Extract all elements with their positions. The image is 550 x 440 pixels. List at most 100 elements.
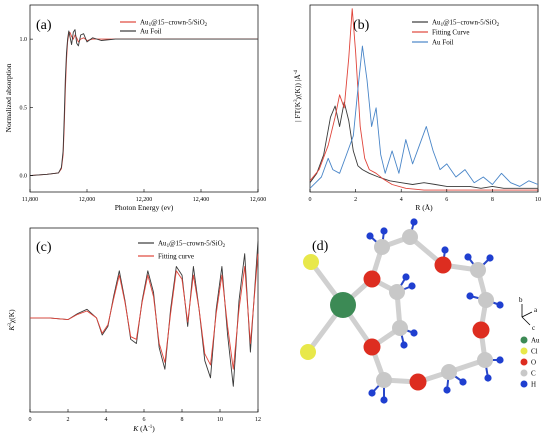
panel-a-xtick-label: 11,800 [22,197,38,203]
panel-c-legend-label-1: Fitting curve [158,253,194,261]
panel-b-series [309,8,539,191]
atom-c [441,364,457,380]
atom-h [466,292,474,300]
panel-a-ytick-label: 0.0 [20,174,28,180]
panel-c-line-1 [30,253,259,370]
legend-h-label: H [531,381,536,389]
panel-c-ylabel: K3χ(K) [7,309,16,332]
atom-h [408,282,416,290]
legend-au-icon [520,336,528,344]
orientation-axes: b a c [519,296,538,332]
atom-h [486,254,494,262]
atom-h [496,356,504,364]
panel-c-label: (c) [36,240,52,255]
panel-c-xtick-label: 0 [29,417,32,423]
panel-b-legend-label-2: Au Foil [432,39,454,47]
panel-a-ytick-label: 0.5 [20,105,28,111]
atom-h [410,218,418,226]
panel-c-legend-label-0: Au1@15−crown-5/SiO2 [158,240,226,250]
legend-o-icon [520,358,528,366]
axis-a-label: a [534,306,538,314]
panel-c-xtick-label: 12 [255,417,261,423]
atom-h [441,246,449,254]
panel-c-xtick-label: 6 [143,417,146,423]
panel-b-ticks: 0 2 4 6 8 10 [309,189,541,203]
panel-c-xlabel: K (Å-1) [132,424,155,433]
legend-au-label: Au [531,337,540,345]
panel-c-legend: Au1@15−crown-5/SiO2 Fitting curve [138,240,226,261]
atom-c [376,372,392,388]
atom-au [330,292,356,318]
atom-h [380,227,388,235]
atom-o [363,270,381,288]
atom-c [478,292,494,308]
panel-a-legend: Au1@15−crown-5/SiO2 Au Foil [120,19,208,36]
legend-cl-label: Cl [531,348,538,356]
panel-d: (d) [300,218,540,404]
atom-o [472,321,490,339]
legend-c-label: C [531,370,536,378]
panel-a-xlabel: Photon Energy (ev) [115,203,174,212]
panel-a-xtick-label: 12,600 [250,197,267,203]
panel-c-xtick-label: 4 [105,417,108,423]
panel-a-ytick-label: 1.0 [20,37,28,43]
panel-b-legend: Au1@15−crown-5/SiO2 Fitting Curve Au Foi… [412,19,500,47]
atom-h [443,386,451,394]
atom-c [392,320,408,336]
legend-c-icon [520,369,528,377]
atom-cl [300,344,316,360]
atom-h [366,232,374,240]
atom-h [380,396,388,404]
axis-c-label: c [532,324,535,332]
atom-c [470,262,486,278]
atom-h [400,341,408,349]
atom-c [402,229,418,245]
panel-b-label: (b) [353,18,370,33]
atom-c [374,239,390,255]
panel-b-frame [309,4,539,193]
panel-a-line-1 [29,29,258,177]
panel-a-legend-label-1: Au Foil [140,28,162,36]
panel-b-xlabel: R (Å) [415,203,433,212]
panel-b-xtick-label: 0 [309,197,312,203]
atom-c [389,284,405,300]
panel-b-xtick-label: 10 [535,197,541,203]
atom-c [477,352,493,368]
panel-a-ylabel: Normalized absorption [4,63,13,132]
panel-b-xtick-label: 8 [491,197,494,203]
panel-c-xtick-label: 2 [67,417,70,423]
element-legend: Au Cl O C H [520,336,540,389]
legend-cl-icon [520,347,528,355]
atom-h [368,389,376,397]
panel-c-line-0 [30,240,259,387]
legend-h-icon [520,380,528,388]
atom-h [402,273,410,281]
legend-o-label: O [531,359,536,367]
panel-b-xtick-label: 2 [354,197,357,203]
panel-c: (c) 0 2 4 6 8 10 12 K (Å-1) K3χ(K) Au1@15−crow… [7,227,261,433]
atom-h [496,301,504,309]
panel-d-label: (d) [312,239,329,254]
panel-b-line-0 [309,101,538,189]
panel-b-ylabel: | FT(K3χ(K)) |Å-4 [293,70,302,122]
panel-a-series [29,29,258,177]
atoms [300,218,504,404]
panel-b-line-2 [309,45,539,189]
atom-o [434,256,452,274]
panel-a-legend-label-0: Au1@15−crown-5/SiO2 [140,19,208,29]
panel-b-legend-label-0: Au1@15−crown-5/SiO2 [432,19,500,29]
panel-b-line-1 [309,8,538,191]
axis-b-label: b [519,296,523,304]
panel-a-xtick-label: 12,400 [193,197,210,203]
atom-h [459,378,467,386]
panel-b-legend-label-1: Fitting Curve [432,29,470,37]
axis-c-line [521,316,531,326]
panel-c-ticks: 0 2 4 6 8 10 12 [29,409,261,423]
atom-h [484,374,492,382]
panel-c-series [30,240,259,387]
panel-a-xtick-label: 12,000 [79,197,96,203]
atom-h [464,253,472,261]
panel-b: (b) 0 2 4 6 8 10 R (Å) | FT(K3χ(K)) |Å-4 Au1@… [293,4,541,212]
panel-a-label: (a) [36,18,52,33]
